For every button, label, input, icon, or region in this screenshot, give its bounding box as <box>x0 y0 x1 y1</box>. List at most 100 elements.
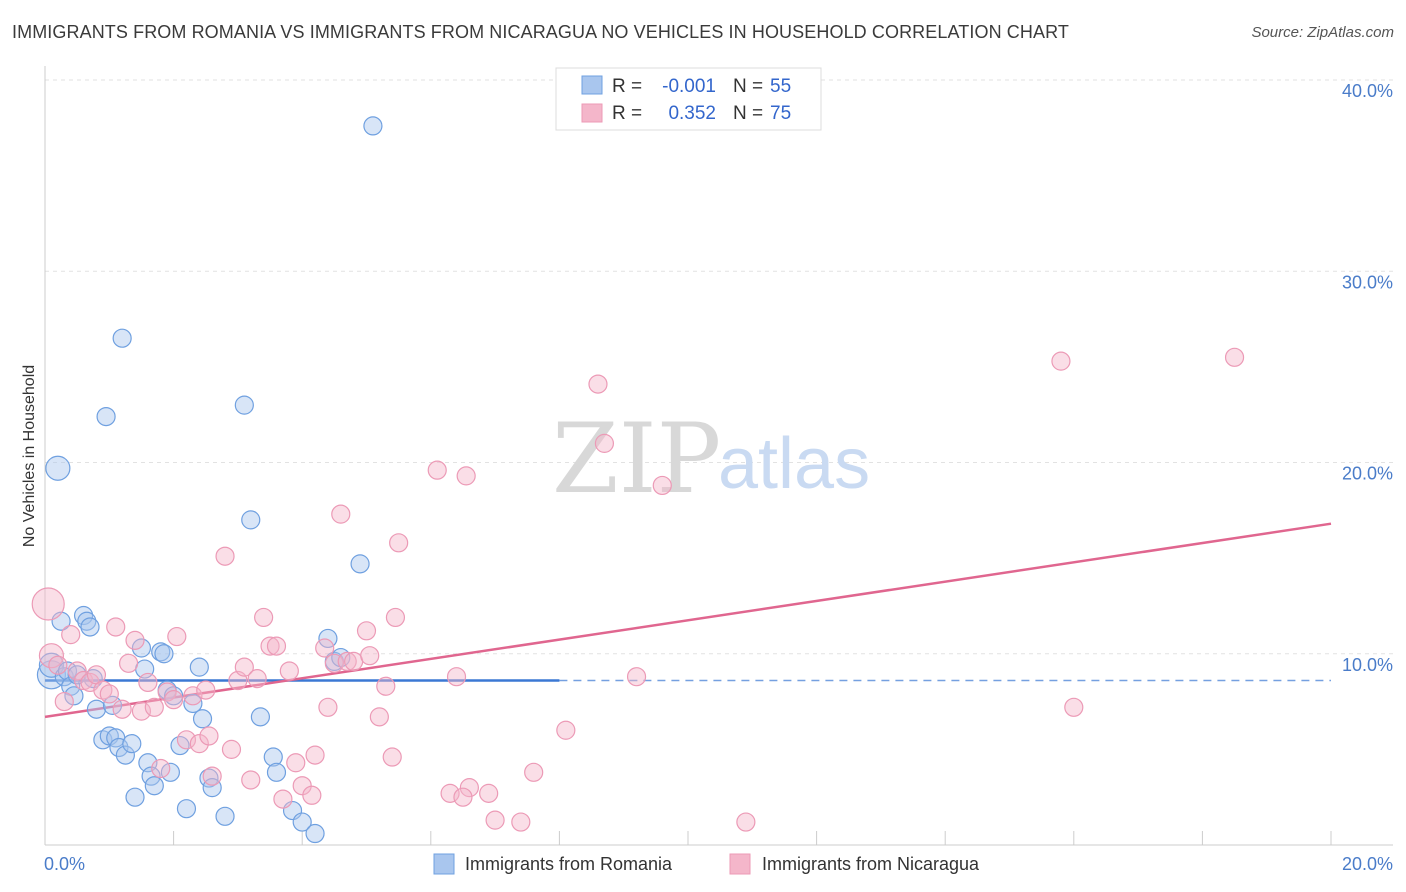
point-series-1 <box>160 762 180 782</box>
point-series-1 <box>112 328 132 348</box>
point-series-2 <box>260 636 280 656</box>
point-series-2 <box>106 617 126 637</box>
point-series-2 <box>427 460 447 480</box>
point-series-2 <box>61 625 81 645</box>
point-series-1 <box>122 734 142 754</box>
point-series-1 <box>77 611 97 631</box>
point-series-1 <box>176 799 197 819</box>
point-series-2 <box>241 770 261 790</box>
point-series-1 <box>154 644 174 664</box>
point-series-1 <box>57 661 78 681</box>
point-series-2 <box>318 697 338 717</box>
y-tick-label-3: 40.0% <box>1342 81 1393 101</box>
point-series-2 <box>48 655 68 675</box>
point-series-2 <box>594 433 615 453</box>
point-series-2 <box>234 657 254 677</box>
point-series-2 <box>202 766 222 786</box>
point-series-2 <box>279 661 299 681</box>
point-series-1 <box>350 554 370 574</box>
point-series-1 <box>144 776 164 796</box>
y-tick-label-2: 30.0% <box>1342 272 1393 292</box>
watermark-atlas: atlas <box>718 424 870 504</box>
gridlines <box>45 79 1393 655</box>
legend-n-value-1: 55 <box>770 76 791 97</box>
x-tick-labels: 0.0% 20.0% <box>44 854 1393 874</box>
point-series-2 <box>99 684 119 704</box>
point-series-1 <box>151 642 171 662</box>
legend-n-label-1: N = <box>733 76 763 97</box>
point-series-2 <box>360 646 380 666</box>
point-series-1 <box>45 455 71 481</box>
point-series-2 <box>31 587 65 621</box>
point-series-2 <box>157 682 177 702</box>
point-series-1 <box>51 611 71 631</box>
point-series-1 <box>102 695 123 715</box>
point-series-1 <box>241 510 261 530</box>
y-tick-label-1: 20.0% <box>1342 464 1393 484</box>
point-series-2 <box>556 720 576 740</box>
point-series-2 <box>138 672 158 693</box>
point-series-1 <box>250 707 271 727</box>
point-series-2 <box>131 701 152 721</box>
point-series-2 <box>331 504 351 524</box>
point-series-2 <box>456 466 476 486</box>
legend-swatch-nicaragua <box>581 103 603 123</box>
watermark-zip: ZIP <box>552 403 721 515</box>
point-series-2 <box>1051 351 1071 371</box>
data-points <box>31 116 1245 844</box>
point-series-2 <box>337 651 357 672</box>
point-series-2 <box>459 778 479 798</box>
point-series-2 <box>485 810 505 830</box>
point-series-2 <box>112 699 132 719</box>
point-series-1 <box>115 745 135 765</box>
point-series-2 <box>266 636 287 656</box>
point-series-2 <box>247 669 267 689</box>
point-series-2 <box>164 690 184 710</box>
x-tick-label-end: 20.0% <box>1342 854 1393 874</box>
point-series-2 <box>286 753 306 773</box>
point-series-1 <box>125 787 145 807</box>
point-series-2 <box>1224 347 1245 367</box>
point-series-2 <box>524 762 544 782</box>
series-legend-label-nicaragua: Immigrants from Nicaragua <box>762 854 980 874</box>
point-series-2 <box>302 785 322 805</box>
series-legend-swatch-romania <box>433 853 455 875</box>
x-tick-label-start: 0.0% <box>44 854 85 874</box>
point-series-1 <box>80 617 100 637</box>
y-tick-labels: 10.0% 20.0% 30.0% 40.0% <box>1342 81 1393 675</box>
point-series-2 <box>118 653 139 673</box>
point-series-2 <box>511 812 531 832</box>
legend-r-label-1: R = <box>612 76 642 97</box>
point-series-2 <box>626 667 647 687</box>
point-series-1 <box>363 116 383 136</box>
point-series-2 <box>446 667 467 687</box>
point-series-2 <box>125 630 145 650</box>
trend-lines <box>44 522 1332 719</box>
point-series-2 <box>151 758 171 779</box>
point-series-2 <box>369 707 389 727</box>
point-series-2 <box>38 643 65 669</box>
point-series-2 <box>479 783 499 803</box>
point-series-1 <box>73 605 94 626</box>
point-series-1 <box>189 657 209 677</box>
point-series-2 <box>588 374 608 394</box>
point-series-2 <box>221 739 242 759</box>
point-series-1 <box>266 762 287 782</box>
point-series-2 <box>176 730 197 750</box>
point-series-1 <box>263 747 283 767</box>
point-series-1 <box>183 693 203 714</box>
point-series-2 <box>67 661 87 681</box>
point-series-2 <box>382 747 402 767</box>
series-legend-swatch-nicaragua <box>729 853 751 875</box>
point-series-2 <box>254 607 274 628</box>
point-series-1 <box>292 812 312 832</box>
point-series-1 <box>131 638 152 658</box>
chart-title: IMMIGRANTS FROM ROMANIA VS IMMIGRANTS FR… <box>12 22 1069 42</box>
axes <box>44 66 1393 846</box>
point-series-2 <box>440 783 460 803</box>
point-series-2 <box>196 680 216 700</box>
point-series-2 <box>167 626 187 647</box>
point-series-2 <box>215 546 235 566</box>
stats-legend: R = -0.001 N = 55 R = 0.352 N = 75 <box>555 67 822 131</box>
